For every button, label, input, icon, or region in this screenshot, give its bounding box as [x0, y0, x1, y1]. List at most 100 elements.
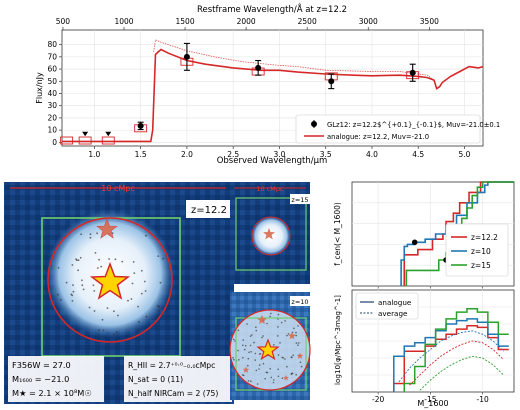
spectrum-x-tick-label: 4.0: [366, 150, 378, 159]
spectrum-y-tick-label: 40: [47, 89, 57, 98]
spectrum-x-tick-label: 1.5: [135, 150, 147, 159]
main-image-particle: [158, 305, 160, 308]
main-image-particle: [94, 252, 97, 254]
small-image-bottom-particle: [243, 348, 246, 351]
lf-x-tick-label: -10: [477, 395, 489, 404]
spectrum-upper-limit-marker: [82, 131, 89, 137]
main-image-particle: [93, 290, 96, 292]
legend-analogue-label: analogue: z=12.2, Muv=-21.0: [327, 133, 429, 141]
spectrum-observed-points: [82, 42, 416, 137]
lf-legend: analogue average: [355, 292, 419, 320]
main-image-particle: [132, 261, 135, 263]
cumulative-legend: z=12.2 z=10 z=15: [445, 223, 509, 277]
main-image-particle: [102, 329, 105, 332]
small-image-top-hii-circle: [251, 216, 291, 256]
main-image-particle: [57, 293, 59, 296]
small-image-bottom-particle: [253, 341, 255, 344]
small-image-bottom-particle: [237, 329, 240, 332]
small-image-bottom-particle: [270, 376, 273, 379]
small-image-bottom-particle: [258, 353, 261, 355]
main-image-particle: [136, 329, 139, 332]
small-image-bottom-particle: [295, 342, 298, 344]
small-image-bottom-satellite-star: [288, 332, 296, 340]
spectrum-model-box: [78, 136, 92, 145]
small-image-bottom-particle: [279, 342, 281, 344]
main-image-hii-circle: [47, 217, 173, 343]
spectrum-top-tick-label: 3500: [420, 17, 439, 26]
small-image-bottom-particle: [254, 352, 257, 355]
lf-x-axis: -20 -15 -10: [372, 392, 489, 404]
small-image-top-star: [263, 228, 275, 240]
main-image-particle: [140, 292, 143, 295]
small-image-bottom-particle: [266, 322, 268, 325]
small-image-bottom-particle: [262, 362, 265, 365]
main-image-particle: [145, 234, 147, 237]
small-image-bottom-particle: [261, 336, 263, 339]
small-image-bottom-particle: [297, 344, 299, 347]
main-image-particle: [97, 267, 99, 269]
main-image-particle: [79, 256, 82, 259]
small-image-bottom-particle: [234, 340, 236, 342]
main-image-particle: [75, 258, 77, 261]
spectrum-x-tick-label: 4.5: [412, 150, 424, 159]
spectrum-x-tick-label: 3.5: [320, 150, 332, 159]
main-image-panel: 10 cMpc z=12.2 F356W = 27.0 M₁₆₀₀ = −21.…: [4, 182, 234, 404]
small-image-bottom-particle: [277, 313, 280, 316]
spectrum-observed-point: [328, 78, 335, 85]
main-image-particle: [98, 258, 100, 261]
spectrum-y-tick-label: 30: [47, 101, 57, 110]
small-image-top-fov-box: [235, 197, 307, 271]
spectrum-legend-box: [295, 114, 481, 144]
spectrum-x-axis: 1.0 1.5 2.0 2.5 3.0 3.5 4.0 4.5 5.0: [88, 146, 471, 159]
small-image-bottom-particle: [269, 368, 272, 370]
spectrum-top-tick-label: 500: [56, 17, 71, 26]
main-image-particle: [72, 290, 75, 293]
lf-x-tick-label: -20: [372, 395, 384, 404]
spectrum-y-axis-label: Flux/nJy: [35, 72, 44, 104]
main-image-info-nsat: N_sat = 0 (11): [128, 375, 183, 384]
small-image-bottom-particle: [232, 338, 235, 341]
main-image-redshift-box: [186, 200, 232, 218]
main-image-particle: [137, 305, 140, 308]
spectrum-y-tick-label: 10: [47, 126, 57, 135]
small-image-bottom-particle: [286, 334, 288, 337]
cumulative-grid: [352, 182, 514, 286]
lf-y-axis-label: log10[φ/Mpc^-3mag^-1]: [333, 295, 342, 385]
spectrum-x-tick-label: 1.0: [88, 150, 100, 159]
cumulative-legend-z15-label: z=15: [471, 261, 491, 270]
small-image-bottom-particle: [250, 351, 252, 353]
spectrum-observed-point: [137, 122, 144, 129]
small-image-bottom-particle: [254, 359, 256, 361]
small-image-bottom-particle: [281, 356, 284, 359]
main-image-particle: [103, 335, 105, 338]
main-image-particle: [88, 306, 91, 309]
main-image-info-nhalf: N_half NIRCam = 2 (75): [128, 389, 218, 398]
main-image-particle: [57, 266, 60, 269]
small-image-bottom-particle: [247, 380, 250, 382]
main-image-particle: [140, 269, 143, 272]
spectrum-observed-point: [255, 64, 262, 71]
main-image-particle: [101, 318, 104, 321]
lf-x-axis-label: M_1600: [417, 399, 448, 408]
main-image-particle: [131, 282, 134, 285]
main-image-particle: [106, 307, 109, 309]
main-image-particle: [98, 329, 100, 331]
small-image-bottom-particle: [247, 364, 249, 367]
small-image-bottom-particle: [269, 315, 271, 318]
main-image-info-right-box: [124, 356, 232, 402]
main-image-particle: [77, 259, 80, 262]
small-image-bottom-particle: [232, 357, 234, 359]
small-image-bottom-particle: [237, 349, 239, 352]
lf-legend-analogue-label: analogue: [378, 298, 412, 307]
main-image-particle: [100, 265, 103, 268]
small-image-bottom-satellite-star: [257, 315, 267, 324]
main-image-particle: [113, 310, 115, 313]
small-image-bottom-particle: [272, 381, 275, 384]
main-image-particle: [144, 290, 147, 292]
main-image-particle: [162, 257, 164, 260]
main-image-central-star: [89, 261, 131, 300]
lf-dashed-line-z=10: [398, 330, 504, 383]
small-image-bottom-satellite-stars: [242, 315, 304, 381]
main-image-particle: [138, 321, 140, 323]
